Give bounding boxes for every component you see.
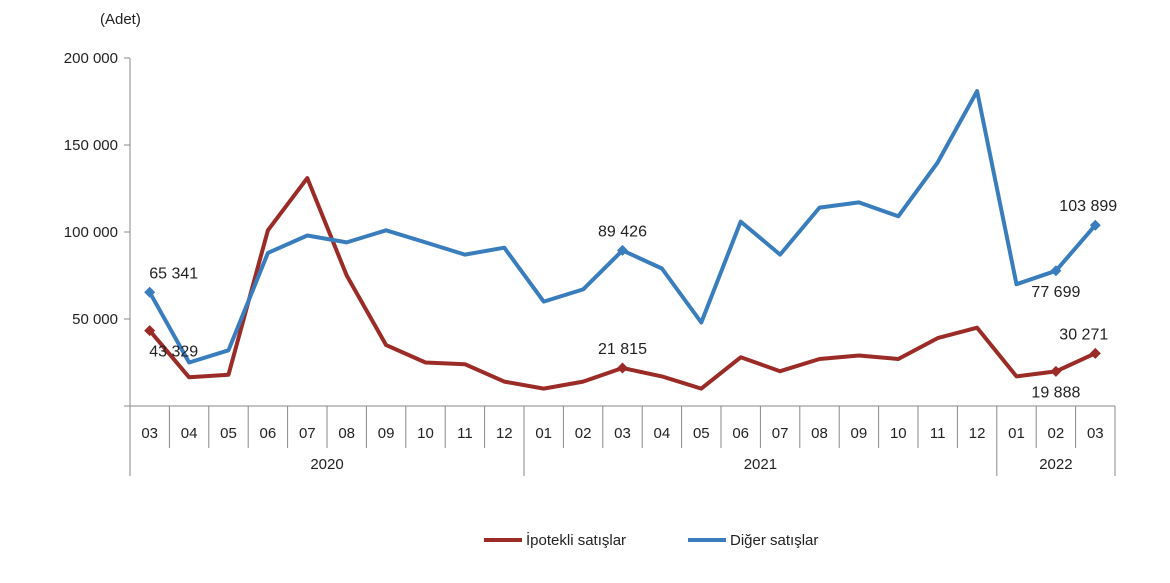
x-tick-label: 11 [457,425,473,442]
data-point-marker [1050,365,1062,377]
legend-label: Diğer satışlar [730,532,818,549]
x-tick-label: 03 [141,425,158,442]
x-tick-label: 08 [811,425,828,442]
data-label: 43 329 [149,344,198,361]
data-label: 19 888 [1031,384,1080,401]
data-label: 21 815 [598,341,647,358]
x-tick-label: 02 [1048,425,1065,442]
x-tick-label: 05 [693,425,710,442]
data-label: 89 426 [598,223,647,240]
x-tick-label: 04 [654,425,671,442]
x-tick-label: 06 [260,425,277,442]
data-point-marker [144,286,156,298]
x-tick-label: 09 [378,425,395,442]
x-tick-label: 11 [930,425,946,442]
x-tick-label: 07 [772,425,789,442]
x-tick-label: 03 [1087,425,1104,442]
data-point-marker [1089,219,1101,231]
x-tick-label: 07 [299,425,316,442]
x-year-label: 2022 [1039,456,1072,473]
y-unit-label: (Adet) [100,11,141,28]
x-tick-label: 04 [181,425,198,442]
x-year-label: 2021 [744,456,777,473]
x-tick-label: 08 [338,425,355,442]
data-point-marker [144,325,156,337]
x-tick-label: 12 [969,425,986,442]
x-tick-label: 09 [851,425,868,442]
data-point-marker [1050,265,1062,277]
x-tick-label: 06 [732,425,749,442]
data-label: 65 341 [149,265,198,282]
data-point-marker [617,362,628,374]
y-tick-label: 50 000 [72,311,118,328]
y-tick-label: 150 000 [64,137,118,154]
data-label: 103 899 [1059,198,1117,215]
y-tick-label: 200 000 [64,50,118,67]
x-tick-label: 05 [220,425,237,442]
x-tick-label: 12 [496,425,513,442]
x-year-label: 2020 [310,456,343,473]
y-tick-label: 100 000 [64,224,118,241]
x-tick-label: 02 [575,425,592,442]
x-tick-label: 01 [1008,425,1025,442]
x-tick-label: 10 [890,425,907,442]
data-label: 77 699 [1031,284,1080,301]
x-tick-label: 03 [614,425,631,442]
data-point-marker [1089,347,1101,359]
x-tick-label: 10 [417,425,434,442]
data-label: 30 271 [1059,326,1108,343]
data-point-marker [617,244,628,256]
x-tick-label: 01 [535,425,552,442]
legend-label: İpotekli satışlar [526,531,626,549]
